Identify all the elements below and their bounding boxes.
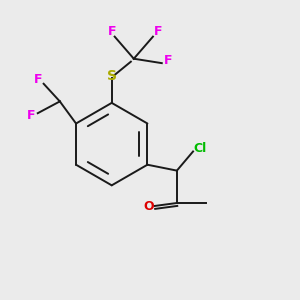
Text: F: F [108, 25, 117, 38]
Text: F: F [27, 109, 35, 122]
Text: Cl: Cl [193, 142, 206, 155]
Text: F: F [34, 73, 42, 86]
Text: F: F [154, 25, 163, 38]
Text: O: O [143, 200, 154, 213]
Text: S: S [107, 69, 117, 83]
Text: F: F [164, 54, 172, 67]
